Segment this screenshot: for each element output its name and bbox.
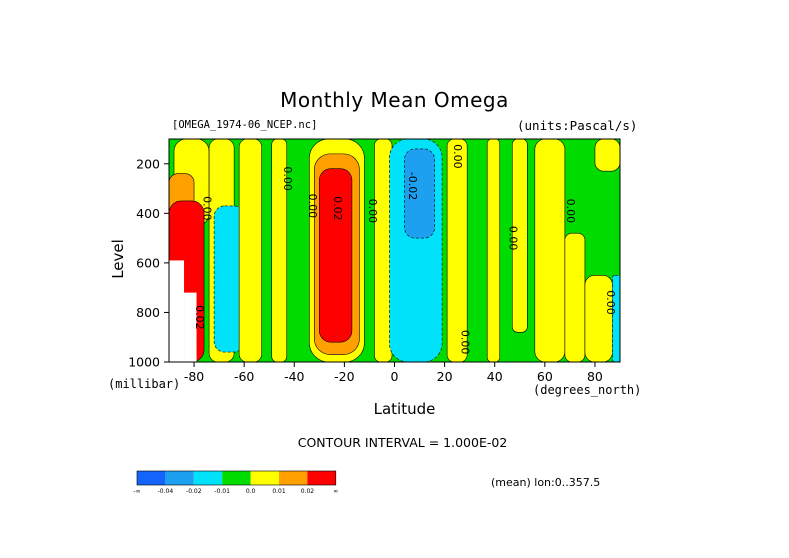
contour-label: 0.00 (451, 144, 464, 169)
dataset-name: [OMEGA_1974-06_NCEP.nc] (172, 119, 318, 131)
units-label: (units:Pascal/s) (517, 118, 638, 133)
contour-label: 0.00 (366, 199, 379, 224)
contour-region (584, 274, 613, 362)
contour-label: 0.00 (604, 290, 617, 315)
legend-swatch (250, 471, 279, 485)
x-tick-label: 60 (537, 369, 553, 384)
legend-swatch (137, 471, 166, 485)
mean-longitude-annotation: (mean) lon:0..357.5 (491, 476, 601, 489)
legend-frame (136, 470, 337, 486)
contour-label: 0.00 (459, 330, 472, 355)
missing-data-regions (169, 260, 197, 362)
missing-data-area (169, 260, 185, 362)
contour-label: 0.00 (201, 196, 214, 221)
contour-region (213, 205, 245, 353)
contour-label: 0.02 (193, 305, 206, 330)
x-tick-label: 40 (487, 369, 503, 384)
contour-region (404, 148, 435, 239)
legend-swatch (193, 471, 223, 485)
legend-label: ∞ (333, 488, 338, 495)
y-tick-label: 800 (136, 305, 160, 320)
y-axis-ticks: 200 400 600 800 1000 (128, 156, 169, 370)
contour-region (486, 139, 501, 362)
y-tick-label: 400 (136, 206, 160, 221)
y-tick-label: 1000 (128, 355, 160, 370)
contour-label: 0.02 (331, 196, 344, 221)
contour-region (446, 139, 468, 362)
x-axis-label: Latitude (373, 400, 436, 418)
x-tick-label: -60 (234, 369, 254, 384)
missing-data-area (184, 292, 197, 362)
contour-region (594, 139, 620, 172)
x-tick-label: -40 (284, 369, 304, 384)
x-tick-label: -80 (184, 369, 204, 384)
color-legend: -∞ -0.04 -0.02 -0.01 0.0 0.01 0.02 ∞ (133, 470, 338, 495)
y-tick-label: 200 (136, 156, 160, 171)
contour-region (271, 139, 288, 362)
legend-swatch (165, 471, 194, 485)
legend-swatch (307, 471, 336, 485)
contour-region (534, 139, 566, 362)
contour-region (564, 232, 586, 362)
legend-label: 0.01 (272, 488, 286, 495)
legend-swatch (222, 471, 251, 485)
x-tick-label: 20 (437, 369, 453, 384)
legend-label: 0.02 (301, 488, 315, 495)
contour-label: -0.02 (406, 172, 419, 200)
y-tick-label: 600 (136, 255, 160, 270)
x-tick-label: 80 (587, 369, 603, 384)
contour-region (238, 139, 263, 362)
contour-label: 0.00 (506, 226, 519, 251)
legend-label: 0.0 (246, 488, 256, 495)
contour-label: 0.00 (306, 194, 319, 219)
legend-swatch (279, 471, 308, 485)
contour-label: 0.00 (281, 166, 294, 191)
x-tick-label: 0 (391, 369, 399, 384)
contour-region (612, 274, 620, 362)
contour-fill-regions (169, 139, 620, 362)
x-tick-label: -20 (334, 369, 354, 384)
contour-label: 0.00 (564, 199, 577, 224)
chart-title: Monthly Mean Omega (280, 88, 509, 112)
contour-region (319, 168, 353, 343)
contour-region (511, 139, 528, 333)
y-axis-units: (millibar) (108, 377, 181, 391)
contour-labels: 0.00 0.00 0.00 0.02 0.00 -0.02 0.00 0.00 0.00 0.0… (193, 144, 617, 354)
x-axis-units: (degrees_north) (533, 383, 642, 397)
legend-label: -0.01 (214, 488, 230, 495)
legend-label: -∞ (133, 488, 140, 495)
legend-label: -0.04 (158, 488, 174, 495)
legend-label: -0.02 (186, 488, 202, 495)
x-axis-ticks: -80 -60 -40 -20 0 20 40 60 80 (184, 362, 603, 384)
contour-interval-text: CONTOUR INTERVAL = 1.000E-02 (297, 435, 508, 450)
